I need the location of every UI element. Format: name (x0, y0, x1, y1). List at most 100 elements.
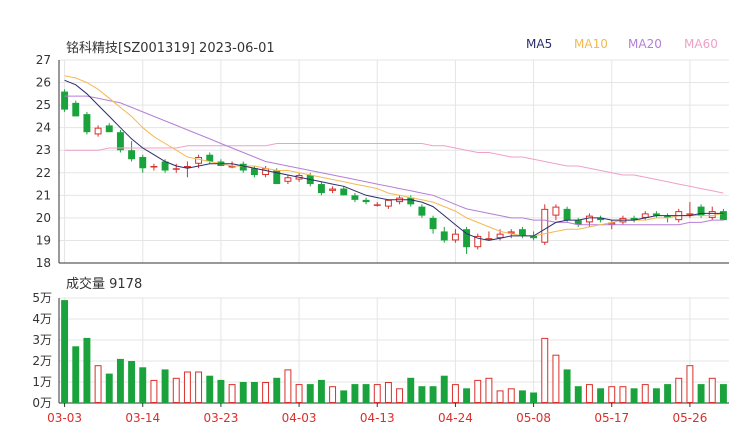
volume-y-tick: 0万 (32, 396, 52, 410)
price-y-tick: 23 (36, 143, 51, 157)
volume-bar (641, 384, 649, 404)
volume-bar (61, 300, 69, 403)
volume-bar (697, 384, 705, 403)
volume-bar (384, 382, 392, 403)
candle-body (652, 213, 660, 216)
volume-y-tick: 2万 (32, 354, 52, 368)
candle-body (552, 206, 560, 216)
legend-ma60: MA60 (684, 37, 718, 51)
volume-bar (262, 382, 270, 403)
candle-body (72, 102, 80, 117)
candle-body (719, 211, 727, 221)
volume-bar (407, 377, 415, 403)
candle-body (541, 208, 549, 243)
volume-bar (340, 390, 348, 403)
candle-body (206, 154, 214, 162)
candle-body (597, 217, 605, 221)
volume-y-tick: 4万 (32, 312, 52, 326)
candle-body (630, 217, 638, 221)
volume-bar (329, 386, 337, 404)
x-tick-label: 05-08 (516, 411, 551, 425)
candle-body (172, 168, 180, 170)
legend-ma5-label: MA5 (526, 37, 553, 51)
candle-body (105, 125, 113, 133)
price-y-tick: 24 (36, 121, 51, 135)
volume-bar (552, 354, 560, 404)
legend-ma20: MA20 (628, 37, 662, 51)
x-tick-label: 05-26 (672, 411, 707, 425)
candle-body (418, 206, 426, 216)
volume-bar (675, 377, 683, 403)
ma20-line (64, 95, 724, 226)
candle-body (697, 206, 705, 216)
candle-body (362, 199, 370, 203)
volume-bar (172, 377, 180, 403)
legend-ma10-label: MA10 (574, 37, 608, 51)
volume-bar (83, 337, 91, 403)
candle-body (429, 217, 437, 230)
volume-bar (664, 384, 672, 403)
volume-bar (150, 379, 158, 403)
volume-bar (440, 375, 448, 403)
volume-bar (652, 388, 660, 403)
candle-body (317, 184, 325, 194)
volume-bar (585, 384, 593, 404)
candle-body (116, 132, 124, 151)
candle-body (518, 229, 526, 236)
candle-body (351, 195, 359, 200)
volume-bar (317, 379, 325, 403)
volume-bar (139, 367, 147, 403)
volume-bar (608, 386, 616, 404)
volume-bar (284, 369, 292, 403)
volume-bar (686, 365, 694, 404)
volume-bar (541, 337, 549, 403)
candle-body (563, 208, 571, 221)
candle-body (284, 177, 292, 182)
candle-body (195, 156, 203, 164)
volume-bar (94, 365, 102, 404)
volume-bar (161, 369, 169, 403)
candle-body (61, 91, 69, 110)
volume-bar (273, 377, 281, 403)
volume-bar (351, 384, 359, 403)
candle-body (329, 188, 337, 191)
volume-bar (429, 386, 437, 403)
volume-y-tick: 1万 (32, 375, 52, 389)
candle-body (451, 233, 459, 241)
candle-body (128, 150, 136, 160)
volume-bar (250, 382, 258, 403)
x-tick-label: 03-14 (125, 411, 160, 425)
volume-bar (597, 388, 605, 403)
volume-bar (574, 386, 582, 403)
candle-body (83, 114, 91, 133)
candle-body (94, 127, 102, 135)
candle-body (150, 166, 158, 168)
price-y-tick: 22 (36, 166, 51, 180)
volume-bar (463, 388, 471, 403)
volume-bar (228, 384, 236, 404)
x-tick-label: 03-03 (47, 411, 82, 425)
candle-body (384, 199, 392, 207)
candle-body (530, 235, 538, 239)
candle-body (161, 161, 169, 171)
volume-bar (206, 375, 214, 403)
volume-y-tick: 5万 (32, 291, 52, 305)
volume-bar (116, 358, 124, 403)
candle-body (708, 211, 716, 218)
volume-bar (295, 384, 303, 404)
volume-bar (128, 361, 136, 403)
candle-body (407, 197, 415, 205)
volume-bar (451, 384, 459, 404)
volume-y-tick: 3万 (32, 333, 52, 347)
volume-title: 成交量 9178 (66, 277, 143, 292)
candle-body (440, 231, 448, 241)
volume-bar (418, 386, 426, 403)
volume-bar (518, 390, 526, 403)
volume-bar (507, 388, 515, 403)
volume-bar (530, 392, 538, 403)
price-y-tick: 21 (36, 188, 51, 202)
volume-bar (362, 384, 370, 403)
candle-body (373, 204, 381, 206)
